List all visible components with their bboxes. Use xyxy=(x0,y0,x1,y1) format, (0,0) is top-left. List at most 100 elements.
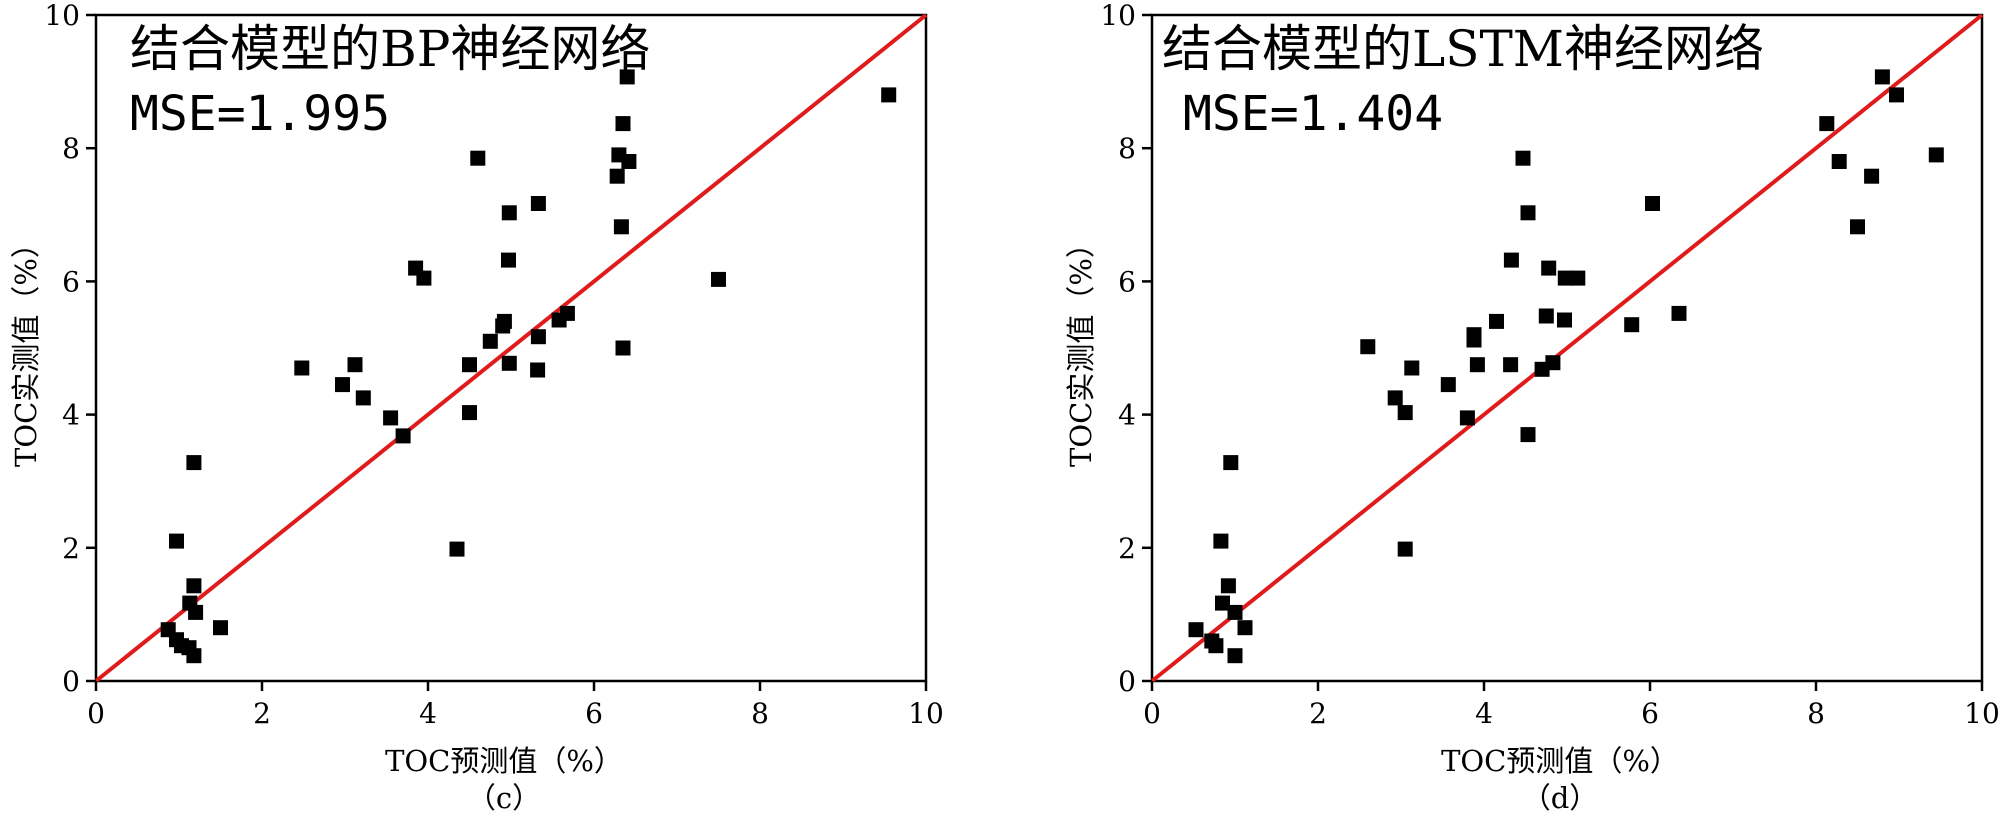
y-axis-title: TOC实测值（%） xyxy=(1064,229,1098,467)
data-point xyxy=(169,533,184,549)
data-point xyxy=(188,604,204,620)
data-point xyxy=(1538,308,1554,324)
scatter-points xyxy=(1188,69,1944,664)
y-axis-ticks: 0 2 4 6 8 10 xyxy=(1100,0,1152,698)
data-point xyxy=(1671,305,1687,321)
data-point xyxy=(1515,150,1531,166)
data-point xyxy=(1227,604,1243,620)
data-point xyxy=(1819,116,1835,132)
data-point xyxy=(1223,455,1239,471)
mse-label: MSE=1.404 xyxy=(1183,86,1443,142)
x-axis-title: TOC预测值（%） xyxy=(1441,744,1679,778)
data-point xyxy=(1397,405,1413,421)
data-point xyxy=(1397,541,1413,557)
chart-title: 结合模型的LSTM神经网络 xyxy=(1162,20,1764,78)
data-point xyxy=(1850,219,1865,235)
x-tick-label: 4 xyxy=(419,697,437,730)
mse-label: MSE=1.995 xyxy=(130,86,390,142)
data-point xyxy=(294,360,310,376)
y-tick-label: 4 xyxy=(62,399,80,432)
data-point xyxy=(1503,357,1519,373)
y-tick-label: 6 xyxy=(62,265,80,298)
data-point xyxy=(1541,260,1557,276)
y-tick-label: 6 xyxy=(1118,265,1136,298)
data-point xyxy=(1557,312,1572,328)
y-tick-label: 10 xyxy=(44,0,80,32)
data-point xyxy=(1928,147,1944,163)
data-point xyxy=(1624,317,1640,333)
data-point xyxy=(881,87,897,103)
x-tick-label: 10 xyxy=(908,697,944,730)
panel-caption: （c） xyxy=(467,781,541,815)
data-point xyxy=(501,355,517,371)
y-tick-label: 0 xyxy=(1118,665,1136,698)
y-tick-label: 0 xyxy=(62,665,80,698)
data-point xyxy=(1503,252,1519,268)
x-tick-label: 2 xyxy=(1309,697,1327,730)
data-point xyxy=(1220,578,1236,594)
data-point xyxy=(1227,648,1243,664)
data-point xyxy=(1213,533,1229,549)
reference-line xyxy=(94,13,928,683)
y-tick-label: 4 xyxy=(1118,399,1136,432)
x-tick-label: 10 xyxy=(1964,697,2000,730)
data-point xyxy=(1387,390,1403,406)
data-point xyxy=(1440,377,1456,393)
data-point xyxy=(1520,427,1536,443)
data-point xyxy=(619,69,635,85)
data-point xyxy=(395,428,411,444)
panel-caption: （d） xyxy=(1522,781,1599,815)
data-point xyxy=(621,154,637,169)
data-point xyxy=(495,318,511,334)
x-tick-label: 4 xyxy=(1475,697,1493,730)
data-point xyxy=(213,620,228,636)
data-point xyxy=(449,541,465,557)
data-point xyxy=(1215,595,1230,611)
plot-frame xyxy=(94,13,928,683)
y-axis-title: TOC实测值（%） xyxy=(9,229,43,467)
data-point xyxy=(530,329,546,345)
data-point xyxy=(1889,87,1904,103)
data-point xyxy=(482,333,498,349)
data-point xyxy=(1208,638,1224,654)
data-point xyxy=(470,150,486,166)
y-axis-ticks: 0 2 4 6 8 10 xyxy=(44,0,96,698)
y-tick-label: 8 xyxy=(1118,132,1136,165)
x-tick-label: 6 xyxy=(585,697,603,730)
plot-frame xyxy=(1150,13,1984,683)
x-axis-ticks: 0 2 4 6 8 10 xyxy=(87,681,944,730)
reference-line xyxy=(1150,13,1984,683)
data-point xyxy=(1466,332,1482,348)
data-point xyxy=(1645,196,1660,211)
data-point xyxy=(615,116,631,132)
data-point xyxy=(1237,620,1253,636)
data-point xyxy=(1831,154,1847,169)
scatter-points xyxy=(160,69,897,664)
data-point xyxy=(1520,205,1536,221)
data-point xyxy=(186,578,202,594)
y-tick-label: 2 xyxy=(62,532,80,565)
x-tick-label: 8 xyxy=(1807,697,1825,730)
data-point xyxy=(355,390,371,406)
x-axis-ticks: 0 2 4 6 8 10 xyxy=(1143,681,2000,730)
data-point xyxy=(551,312,567,328)
data-point xyxy=(1489,313,1504,329)
x-tick-label: 2 xyxy=(253,697,271,730)
data-point xyxy=(186,648,202,664)
y-tick-label: 10 xyxy=(1100,0,1136,32)
data-point xyxy=(1874,69,1890,85)
data-point xyxy=(1469,357,1485,373)
y-tick-label: 2 xyxy=(1118,532,1136,565)
chart-title: 结合模型的BP神经网络 xyxy=(130,20,650,78)
x-tick-label: 6 xyxy=(1641,697,1659,730)
data-point xyxy=(462,405,477,421)
data-point xyxy=(347,357,363,373)
data-point xyxy=(530,362,546,378)
data-point xyxy=(1459,410,1475,426)
data-point xyxy=(1864,168,1880,184)
data-point xyxy=(1534,361,1550,377)
data-point xyxy=(1360,339,1376,355)
data-point xyxy=(186,455,202,471)
